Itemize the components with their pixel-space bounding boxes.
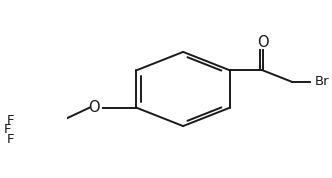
Text: O: O <box>257 35 269 49</box>
Text: F: F <box>7 133 14 146</box>
Text: F: F <box>4 124 11 137</box>
Text: F: F <box>7 114 14 127</box>
Text: Br: Br <box>314 75 329 88</box>
Text: O: O <box>89 100 100 115</box>
